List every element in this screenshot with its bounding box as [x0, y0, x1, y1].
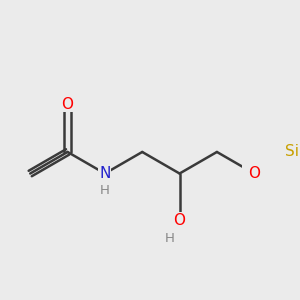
Text: O: O — [174, 213, 186, 228]
Text: O: O — [248, 166, 260, 181]
Text: Si: Si — [285, 145, 298, 160]
Text: H: H — [165, 232, 175, 245]
Text: H: H — [100, 184, 110, 197]
Text: O: O — [61, 97, 74, 112]
Text: N: N — [99, 166, 111, 181]
